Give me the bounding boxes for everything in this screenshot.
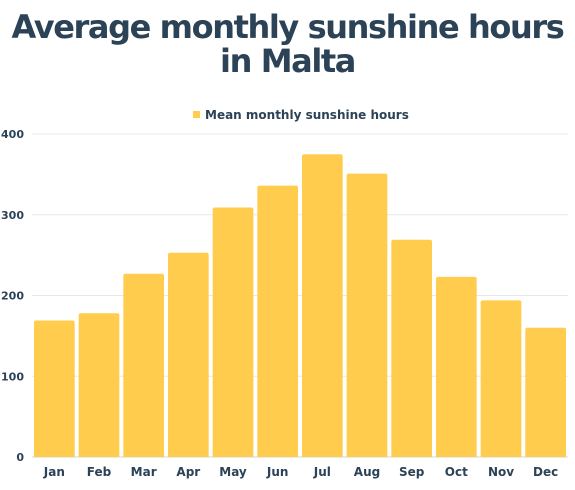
bar-oct bbox=[436, 276, 477, 457]
y-tick-label: 0 bbox=[16, 451, 24, 464]
gridlines bbox=[32, 133, 568, 458]
x-tick-label: Mar bbox=[131, 465, 157, 479]
chart-title-line-2: in Malta bbox=[220, 42, 356, 80]
bar-jul bbox=[302, 154, 343, 457]
y-axis-tick-labels: 0 100 200 300 400 bbox=[1, 128, 24, 464]
y-tick-label: 300 bbox=[1, 209, 24, 222]
legend-label: Mean monthly sunshine hours bbox=[205, 108, 409, 122]
x-tick-label: Feb bbox=[87, 465, 112, 479]
x-tick-label: Dec bbox=[533, 465, 558, 479]
bar-may bbox=[212, 207, 254, 457]
bar-jun bbox=[257, 185, 298, 457]
x-tick-label: Apr bbox=[176, 465, 200, 479]
y-tick-label: 100 bbox=[1, 370, 24, 383]
x-tick-label: Jun bbox=[266, 465, 289, 479]
x-tick-label: Aug bbox=[354, 465, 380, 479]
bar-mar bbox=[123, 273, 164, 457]
x-tick-label: May bbox=[219, 465, 247, 479]
x-tick-label: Jan bbox=[43, 465, 65, 479]
bar-dec bbox=[525, 327, 566, 457]
bar-feb bbox=[78, 313, 120, 457]
bar-jan bbox=[34, 320, 75, 457]
chart-title: Average monthly sunshine hours in Malta bbox=[0, 10, 575, 78]
bar-aug bbox=[346, 173, 388, 457]
x-axis-tick-labels: Jan Feb Mar Apr May Jun Jul Aug Sep Oct Nov Dec bbox=[43, 465, 558, 479]
x-tick-label: Sep bbox=[399, 465, 425, 479]
x-tick-label: Jul bbox=[313, 465, 331, 479]
y-tick-label: 400 bbox=[1, 128, 24, 141]
x-tick-label: Nov bbox=[488, 465, 514, 479]
bars bbox=[34, 154, 566, 457]
bar-apr bbox=[168, 252, 209, 457]
bar-nov bbox=[480, 300, 522, 457]
legend-swatch bbox=[193, 111, 200, 118]
legend: Mean monthly sunshine hours bbox=[193, 108, 409, 122]
chart-title-line-1: Average monthly sunshine hours bbox=[11, 8, 565, 46]
y-tick-label: 200 bbox=[1, 290, 24, 303]
bar-sep bbox=[391, 239, 432, 457]
x-tick-label: Oct bbox=[445, 465, 468, 479]
